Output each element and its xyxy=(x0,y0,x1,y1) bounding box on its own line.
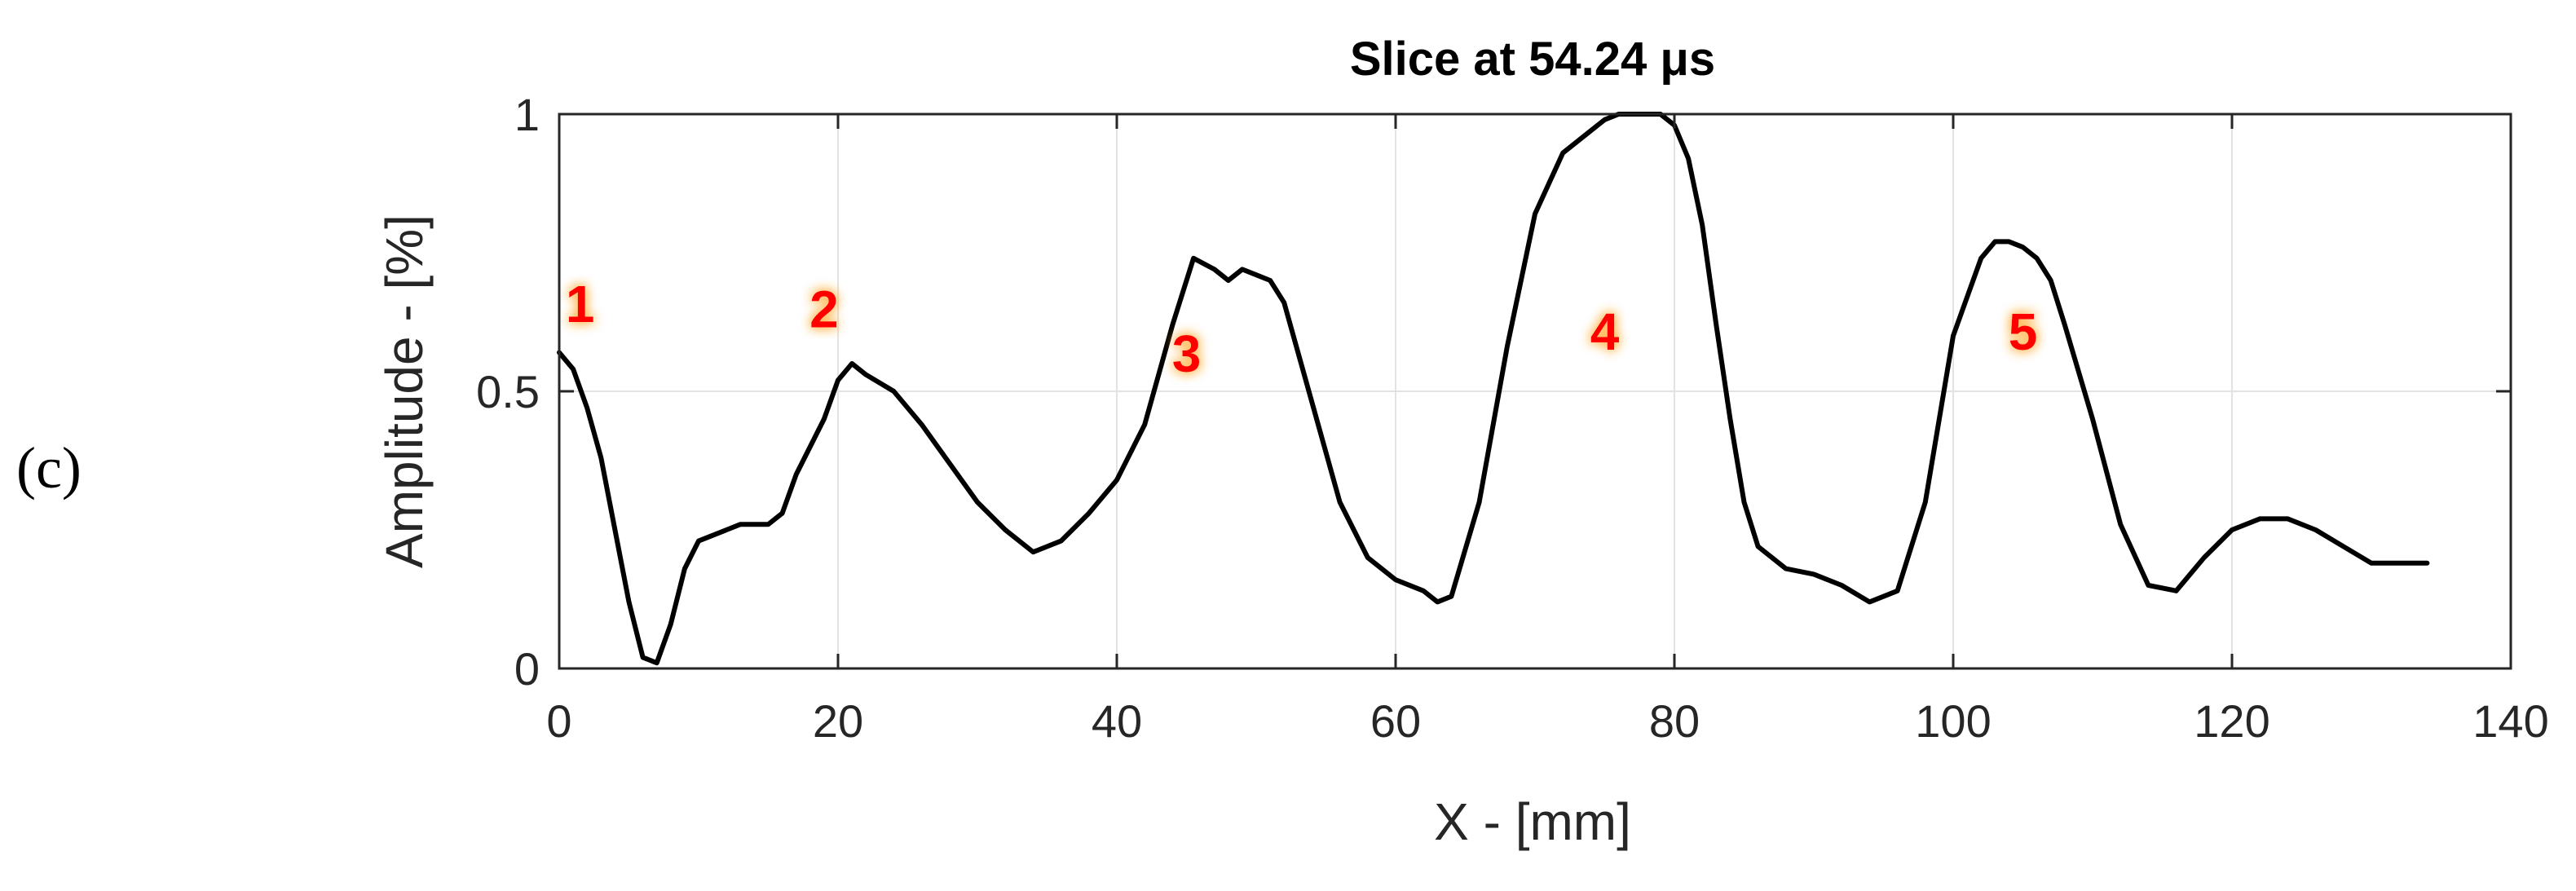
x-tick-label: 100 xyxy=(1915,695,1991,747)
peak-label: 2 xyxy=(809,280,839,339)
series-line xyxy=(557,112,2430,666)
panel-label: (c) xyxy=(16,435,82,501)
x-tick-label: 120 xyxy=(2194,695,2269,747)
peak-label: 4 xyxy=(1590,302,1620,361)
y-tick-label: 1 xyxy=(514,89,540,140)
x-tick-label: 20 xyxy=(813,695,863,747)
y-axis-label: Amplitude - [%] xyxy=(375,214,434,568)
x-tick-label: 60 xyxy=(1370,695,1421,747)
grid-lines xyxy=(559,114,2511,668)
peak-label: 1 xyxy=(566,275,595,333)
x-tick-label: 80 xyxy=(1649,695,1700,747)
y-tick-label: 0 xyxy=(514,643,540,695)
peak-annotations: 1 2 3 4 5 xyxy=(566,275,2037,383)
y-tick-label: 0.5 xyxy=(476,366,540,417)
peak-label: 5 xyxy=(2009,302,2038,361)
x-tick-label: 0 xyxy=(546,695,571,747)
x-axis-label: X - [mm] xyxy=(1434,792,1631,851)
peak-label: 3 xyxy=(1172,324,1202,383)
chart-title: Slice at 54.24 μs xyxy=(1350,33,1715,86)
x-tick-label: 40 xyxy=(1092,695,1142,747)
tick-marks: 0 20 40 60 80 100 120 140 0 0.5 1 xyxy=(476,89,2549,747)
x-tick-label: 140 xyxy=(2472,695,2548,747)
